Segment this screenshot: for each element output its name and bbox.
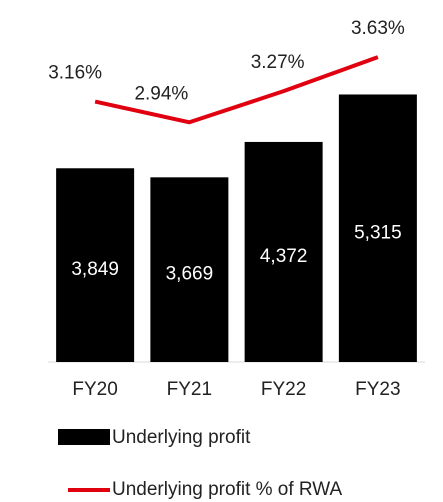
bar <box>338 94 417 362</box>
data-label: 3,669 <box>166 264 214 285</box>
bar <box>244 141 323 362</box>
legend-swatch <box>58 429 110 445</box>
line <box>94 55 379 125</box>
data-label: 3.63% <box>351 18 405 39</box>
x-tick-label: FY20 <box>72 379 117 400</box>
x-tick-label: FY23 <box>355 379 400 400</box>
data-label: 5,315 <box>354 222 402 243</box>
x-tick-label: FY22 <box>261 379 306 400</box>
data-label: 3.27% <box>251 52 305 73</box>
data-label: 4,372 <box>260 246 308 267</box>
x-tick-label: FY21 <box>167 379 212 400</box>
data-label: 3,849 <box>71 259 119 280</box>
bar <box>150 177 229 362</box>
legend-label: Underlying profit <box>112 427 251 448</box>
legend-label: Underlying profit % of RWA <box>112 479 343 500</box>
bar <box>56 168 135 362</box>
data-label: 2.94% <box>134 83 188 104</box>
data-label: 3.16% <box>48 63 102 84</box>
